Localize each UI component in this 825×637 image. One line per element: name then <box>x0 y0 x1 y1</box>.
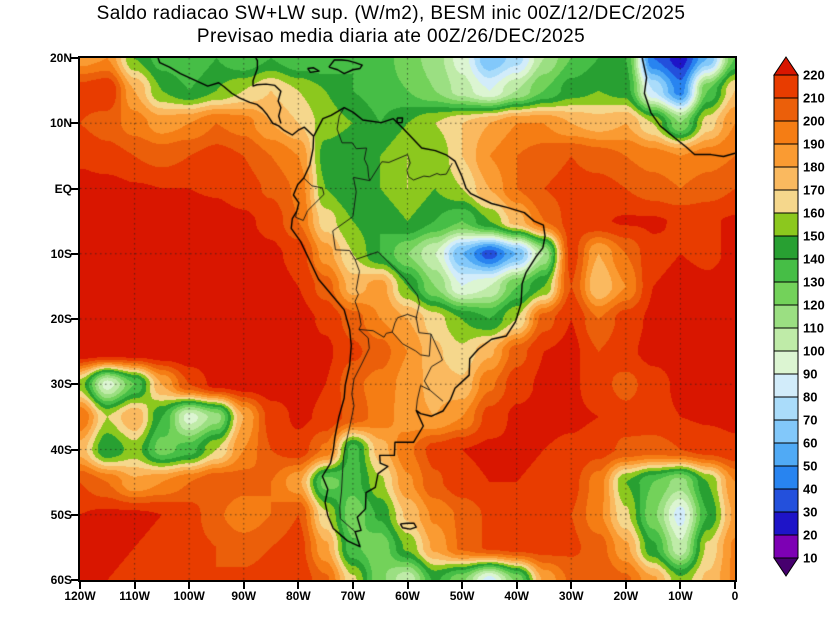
colorbar-band <box>773 373 799 398</box>
colorbar-band <box>773 488 799 513</box>
colorbar-level-label: 180 <box>803 160 825 175</box>
lon-tick-label: 30W <box>558 589 584 603</box>
colorbar-level-label: 130 <box>803 275 825 290</box>
lat-tick-label: 10S <box>50 246 72 261</box>
colorbar-band <box>773 235 799 260</box>
lat-tick-label: 10N <box>49 116 72 131</box>
lat-tick-mark <box>71 383 78 386</box>
colorbar-level-label: 40 <box>803 482 817 497</box>
colorbar-band <box>773 212 799 237</box>
colorbar-band <box>773 419 799 444</box>
colorbar-level-label: 50 <box>803 459 817 474</box>
lon-tick-label: 10W <box>668 589 693 603</box>
lon-tick-label: 20W <box>613 589 639 603</box>
colorbar-level-label: 90 <box>803 367 817 382</box>
lon-tick-mark <box>297 582 300 589</box>
lat-tick-label: EQ <box>54 181 72 196</box>
colorbar-band <box>773 281 799 306</box>
lon-tick-mark <box>461 582 464 589</box>
colorbar-level-label: 30 <box>803 505 817 520</box>
lat-tick-mark <box>71 579 78 581</box>
colorbar-band <box>773 396 799 421</box>
lon-tick-label: 70W <box>340 589 366 603</box>
chart-title: Saldo radiacao SW+LW sup. (W/m2), BESM i… <box>0 2 782 48</box>
chart-title-line2: Previsao media diaria ate 00Z/26/DEC/202… <box>196 26 586 47</box>
lat-tick-label: 40S <box>50 442 72 457</box>
colorbar-band <box>773 120 799 145</box>
colorbar-level-label: 170 <box>803 183 825 198</box>
lon-tick-label: 80W <box>285 589 311 603</box>
lat-tick-label: 30S <box>50 377 72 392</box>
lat-tick-label: 20N <box>49 51 72 65</box>
lat-tick-mark <box>71 448 78 451</box>
lon-tick-mark <box>624 582 627 589</box>
colorbar-band <box>773 97 799 122</box>
colorbar-top-triangle <box>773 56 799 76</box>
colorbar-svg: 220 210 200 190 180 170 160 150 140 130 120 110 100 9… <box>773 56 825 577</box>
lon-tick-label: 60W <box>395 589 420 603</box>
lon-tick-label: 0 <box>731 589 739 603</box>
lon-tick-mark <box>734 582 736 589</box>
lat-tick-mark <box>71 318 78 320</box>
lat-tick-mark <box>71 187 78 190</box>
colorbar-level-label: 60 <box>803 436 817 451</box>
colorbar-band <box>773 350 799 375</box>
colorbar-band <box>773 534 799 559</box>
colorbar-band <box>773 465 799 490</box>
lon-tick-mark <box>133 582 136 589</box>
lat-tick-label: 20S <box>50 312 72 326</box>
lon-tick-label: 100W <box>173 589 205 603</box>
colorbar-band <box>773 143 799 168</box>
chart-title-line1: Saldo radiacao SW+LW sup. (W/m2), BESM i… <box>96 3 686 24</box>
lon-tick-label: 40W <box>504 589 529 603</box>
lon-tick-label: 90W <box>231 589 257 603</box>
colorbar-bottom-triangle <box>773 557 799 577</box>
colorbar: 220 210 200 190 180 170 160 150 140 130 120 110 100 9… <box>772 55 825 585</box>
colorbar-level-label: 140 <box>803 252 825 267</box>
colorbar-level-label: 190 <box>803 137 825 152</box>
lon-tick-mark <box>188 582 191 589</box>
colorbar-band <box>773 189 799 214</box>
colorbar-band <box>773 166 799 191</box>
colorbar-level-label: 70 <box>803 413 817 428</box>
lon-tick-mark <box>570 582 573 589</box>
lat-tick-label: 50S <box>50 507 72 522</box>
lon-tick-mark <box>515 582 518 589</box>
lat-tick-mark <box>71 513 78 516</box>
colorbar-level-label: 110 <box>803 321 824 336</box>
lat-tick-mark <box>71 57 78 59</box>
lon-tick-label: 110W <box>119 589 150 603</box>
lon-tick-mark <box>351 582 354 589</box>
colorbar-level-label: 200 <box>803 114 825 129</box>
colorbar-level-label: 20 <box>803 528 817 543</box>
colorbar-level-label: 150 <box>803 229 825 244</box>
lon-tick-mark <box>679 582 682 589</box>
lon-tick-label: 120W <box>64 589 96 603</box>
colorbar-level-label: 10 <box>803 551 817 566</box>
colorbar-band <box>773 304 799 329</box>
lon-tick-label: 50W <box>449 589 475 603</box>
map-frame <box>78 56 737 582</box>
lon-tick-mark <box>79 582 81 589</box>
lon-tick-mark <box>242 582 245 589</box>
lat-tick-mark <box>71 122 78 125</box>
colorbar-level-label: 160 <box>803 206 825 221</box>
colorbar-level-label: 80 <box>803 390 817 405</box>
colorbar-band <box>773 74 799 99</box>
radiation-heatmap-canvas <box>80 58 735 580</box>
lat-tick-mark <box>71 252 78 255</box>
colorbar-band <box>773 442 799 467</box>
colorbar-band <box>773 511 799 536</box>
lon-tick-mark <box>406 582 409 589</box>
colorbar-band <box>773 327 799 352</box>
colorbar-band <box>773 258 799 283</box>
colorbar-level-label: 220 <box>803 68 825 83</box>
lat-tick-label: 60S <box>50 573 72 587</box>
colorbar-level-label: 100 <box>803 344 825 359</box>
colorbar-level-label: 210 <box>803 91 825 106</box>
colorbar-level-label: 120 <box>803 298 825 313</box>
